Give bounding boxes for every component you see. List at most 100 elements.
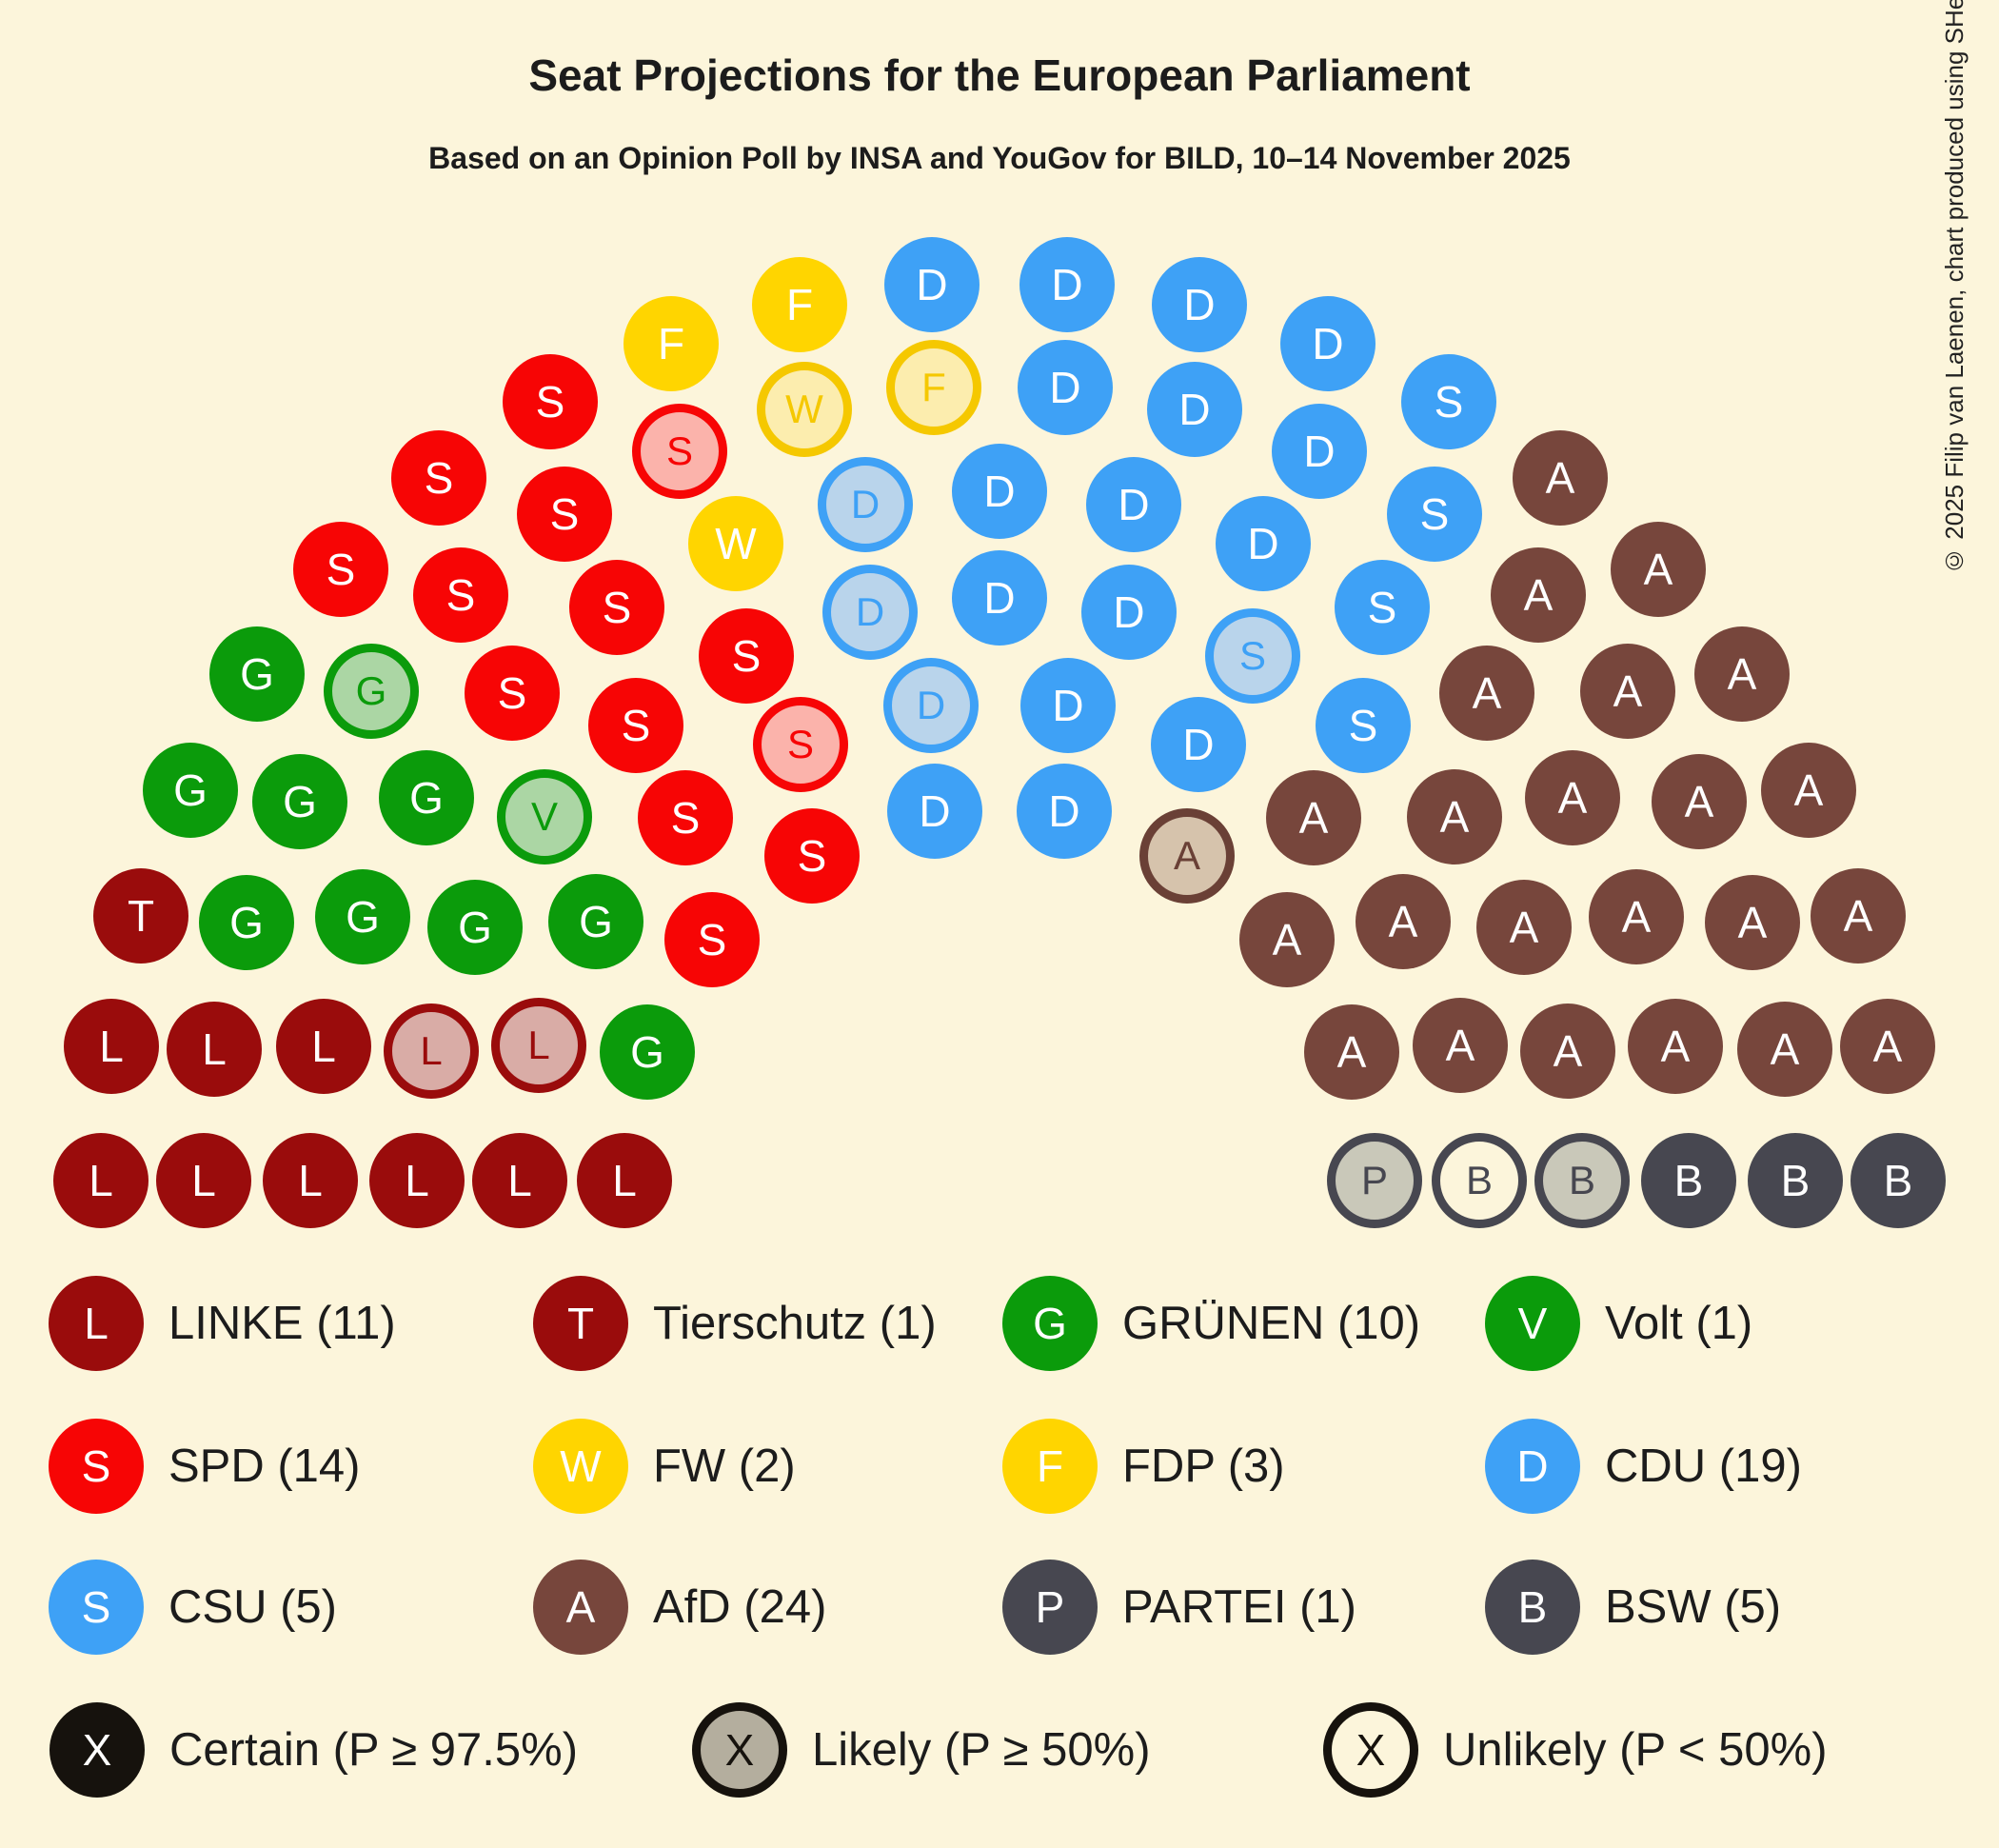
seat-afd: A [1439,646,1534,741]
seat-cdu: D [822,565,918,660]
seat-spd-letter: S [535,377,565,427]
seat-linke: L [276,999,371,1094]
seat-cdu-letter: D [1247,519,1279,568]
seat-spd-letter: S [549,489,580,539]
seat-fw-letter: W [785,387,823,431]
seat-gruenen: G [548,874,643,969]
seat-csu-letter: S [1367,583,1397,632]
legend-swatch-partei-letter: P [1035,1582,1065,1632]
seat-spd-letter: S [731,631,762,681]
seat-cdu-letter: D [916,683,946,727]
seat-spd-letter: S [424,453,454,503]
seat-spd: S [588,678,683,773]
legend-swatch-volt-letter: V [1517,1299,1548,1348]
legend-swatch-fw-letter: W [560,1441,602,1491]
seat-afd: A [1407,769,1502,864]
seat-spd-letter: S [697,915,727,964]
seat-volt: V [497,769,592,864]
seat-fdp-letter: F [921,365,946,409]
seat-csu: S [1335,560,1430,655]
seat-afd: A [1580,644,1675,739]
seat-cdu-letter: D [855,589,885,634]
seat-cdu-letter: D [1182,720,1215,769]
seat-tierschutz-letter: T [127,891,155,941]
seat-linke: L [369,1133,465,1228]
seat-cdu-letter: D [850,482,881,527]
seat-afd: A [1628,999,1723,1094]
seat-gruenen-letter: G [229,898,264,947]
legend-swatch-linke-letter: L [84,1299,109,1348]
legend-label-fdp: FDP (3) [1122,1441,1285,1492]
seat-partei: P [1327,1133,1422,1228]
seat-gruenen: G [324,644,419,739]
seat-afd-letter: A [1660,1022,1691,1071]
seat-cdu-letter: D [1051,260,1083,309]
seat-spd: S [517,467,612,562]
seat-gruenen-letter: G [283,777,317,826]
seat-linke-letter: L [405,1156,429,1205]
seat-afd: A [1266,770,1361,865]
seat-spd-letter: S [497,668,527,718]
seat-fdp-letter: F [657,319,685,368]
seat-afd-letter: A [1684,777,1714,826]
seat-linke: L [167,1002,262,1097]
copyright-note: © 2025 Filip van Laenen, chart produced … [1940,0,1978,575]
seat-gruenen: G [315,869,410,964]
seat-cdu: D [887,764,982,859]
seat-fdp: F [886,340,981,435]
seat-cdu-letter: D [1183,280,1216,329]
seat-cdu-letter: D [983,467,1016,516]
seat-afd-letter: A [1472,668,1502,718]
seat-bsw-letter: B [1883,1156,1913,1205]
seat-afd: A [1737,1002,1832,1097]
seat-csu-letter: S [1238,633,1266,678]
seat-fdp: F [623,296,719,391]
seat-afd-letter: A [1613,666,1643,716]
seat-cdu: D [1280,296,1376,391]
seat-cdu: D [884,237,980,332]
seat-cdu-letter: D [919,786,951,836]
chart-subtitle: Based on an Opinion Poll by INSA and You… [428,141,1571,175]
seat-spd: S [632,404,727,499]
seat-spd: S [764,808,860,904]
legend-swatch-spd-letter: S [81,1441,111,1491]
seat-linke-letter: L [420,1028,443,1073]
seat-csu-letter: S [1419,489,1450,539]
certainty-label-likely: Likely (P ≥ 50%) [812,1724,1151,1776]
legend-swatch-volt: V [1485,1276,1580,1371]
legend-swatch-fw: W [533,1419,628,1514]
seat-bsw: B [1748,1133,1843,1228]
seat-afd-letter: A [1173,833,1200,878]
seat-cdu-letter: D [1312,319,1344,368]
seat-linke-letter: L [298,1156,323,1205]
seat-spd: S [413,547,508,643]
legend-label-csu: CSU (5) [168,1581,337,1633]
legend-swatch-bsw-letter: B [1517,1582,1548,1632]
seat-cdu-letter: D [1178,385,1211,434]
seat-bsw: B [1851,1133,1946,1228]
seat-linke: L [156,1133,251,1228]
legend-swatch-partei: P [1002,1560,1098,1655]
certainty-label-unlikely: Unlikely (P < 50%) [1443,1724,1828,1776]
seat-afd: A [1139,808,1235,904]
legend-swatch-fdp-letter: F [1036,1441,1064,1491]
seat-afd-letter: A [1843,891,1873,941]
seat-gruenen: G [199,875,294,970]
seat-cdu-letter: D [983,573,1016,623]
seat-partei-letter: P [1360,1158,1388,1202]
legend-swatch-tierschutz: T [533,1276,628,1371]
seat-afd: A [1811,868,1906,964]
seat-afd-letter: A [1770,1024,1800,1074]
seat-linke-letter: L [527,1023,550,1067]
seat-afd: A [1491,547,1586,643]
seat-cdu: D [818,457,913,552]
seat-afd: A [1589,869,1684,964]
legend-swatch-afd: A [533,1560,628,1655]
seat-afd-letter: A [1445,1021,1475,1070]
legend-swatch-gruenen-letter: G [1033,1299,1067,1348]
seat-cdu: D [1019,237,1115,332]
seat-spd: S [465,646,560,741]
seat-linke: L [472,1133,567,1228]
certainty-label-certain: Certain (P ≥ 97.5%) [169,1724,579,1776]
seat-spd: S [638,770,733,865]
